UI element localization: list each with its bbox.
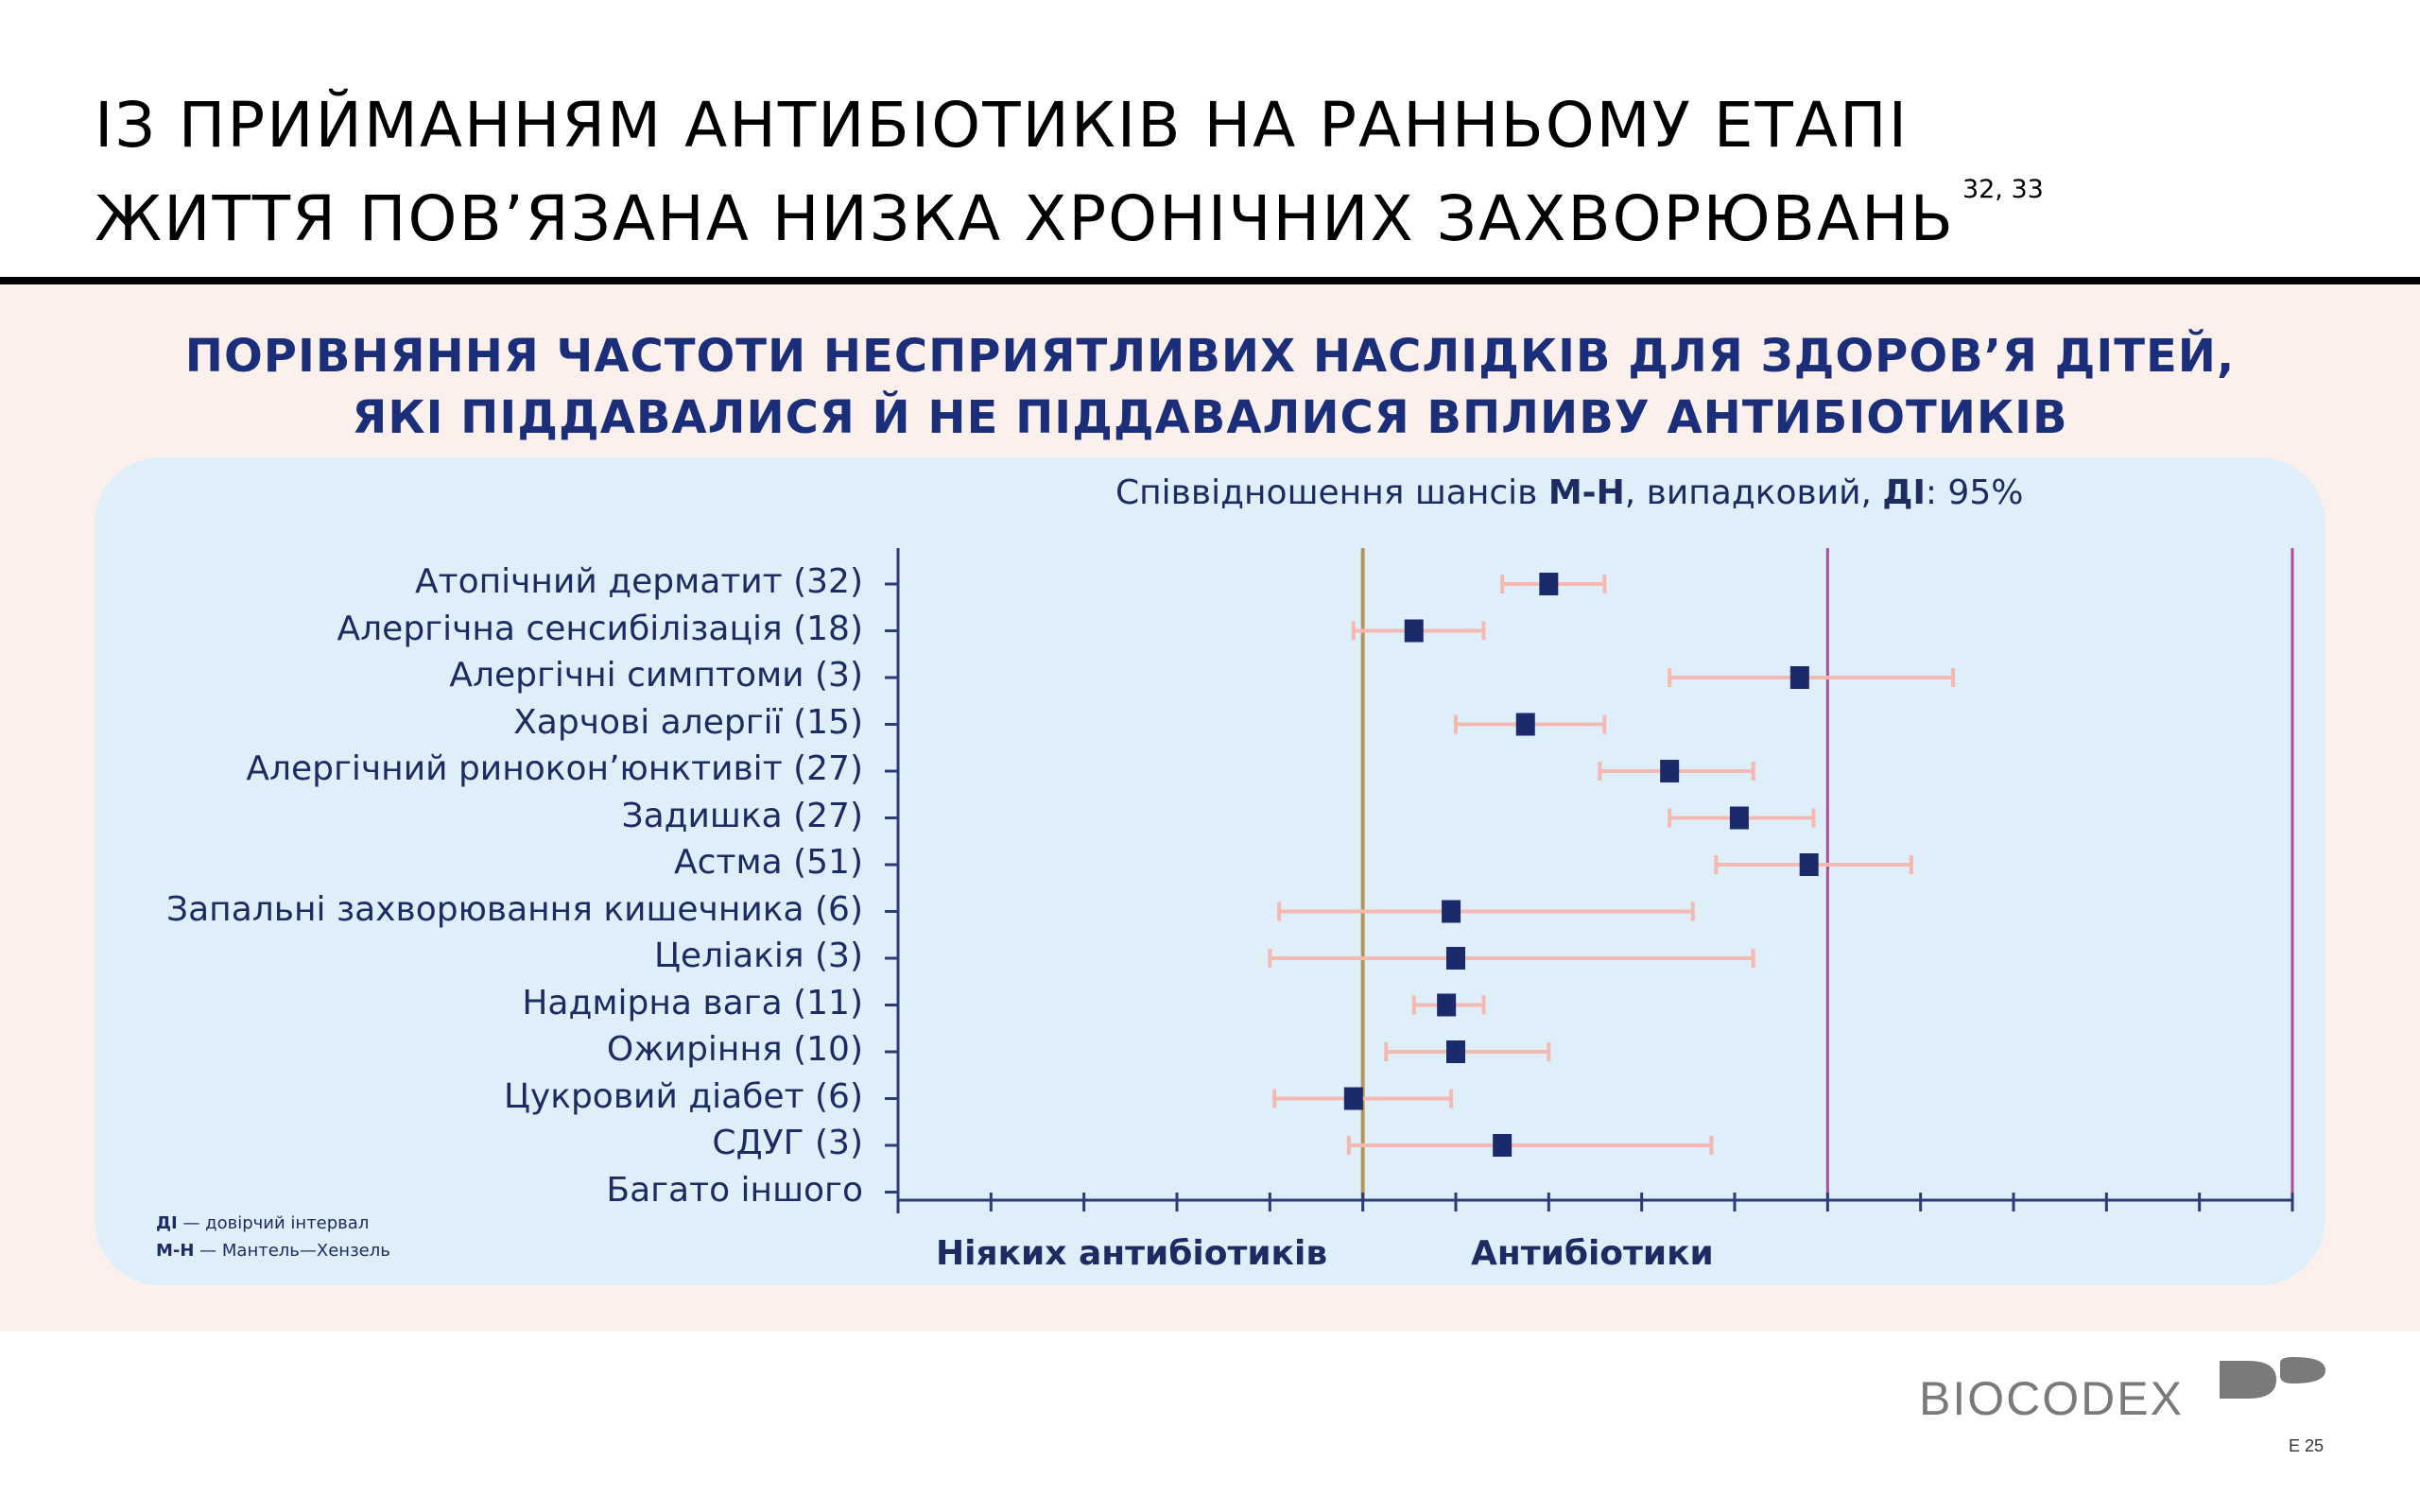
row-label-2: Алергічні симптоми (3) bbox=[449, 656, 863, 695]
or-marker-8 bbox=[1446, 947, 1465, 970]
legend-ci-abbr: ДІ bbox=[156, 1213, 178, 1233]
row-label-10: Ожиріння (10) bbox=[606, 1030, 863, 1069]
logo-mark-icon bbox=[2220, 1357, 2325, 1399]
or-marker-7 bbox=[1442, 900, 1461, 923]
legend-mh-text: — Мантель—Хензель bbox=[194, 1241, 390, 1261]
logo-text: BIOCODEX bbox=[1919, 1372, 2184, 1425]
row-label-11: Цукровий діабет (6) bbox=[503, 1076, 863, 1116]
biocodex-logo: BIOCODEX bbox=[1919, 1351, 2335, 1427]
subtitle-mid: , випадковий, bbox=[1624, 473, 1883, 512]
or-marker-5 bbox=[1729, 806, 1749, 830]
legend-ci: ДІ — довірчий інтервал bbox=[156, 1212, 369, 1235]
right-axis-label: Антибіотики bbox=[1471, 1234, 1714, 1273]
or-marker-3 bbox=[1515, 713, 1535, 736]
row-label-3: Харчові алергії (15) bbox=[513, 702, 863, 742]
row-label-5: Задишка (27) bbox=[621, 796, 863, 835]
or-marker-12 bbox=[1493, 1134, 1512, 1157]
chart-heading-line-2: ЯКІ ПІДДАВАЛИСЯ Й НЕ ПІДДАВАЛИСЯ ВПЛИВУ … bbox=[352, 391, 2068, 444]
subtitle-mh: М-Н bbox=[1547, 473, 1625, 512]
slide-title: ІЗ ПРИЙМАННЯМ АНТИБІОТИКІВ НА РАННЬОМУ Е… bbox=[95, 83, 2044, 262]
or-marker-6 bbox=[1799, 853, 1819, 876]
row-label-1: Алергічна сенсибілізація (18) bbox=[337, 609, 863, 648]
legend-ci-text: — довірчий інтервал bbox=[177, 1213, 370, 1233]
subtitle-ci: ДІ bbox=[1882, 473, 1926, 512]
subtitle-suffix: : 95% bbox=[1925, 473, 2024, 512]
chart-heading-line-1: ПОРІВНЯННЯ ЧАСТОТИ НЕСПРИЯТЛИВИХ НАСЛІДК… bbox=[184, 330, 2236, 383]
row-label-12: СДУГ (3) bbox=[712, 1124, 863, 1162]
chart-subtitle: Співвідношення шансів М-Н, випадковий, Д… bbox=[1115, 470, 2203, 517]
or-marker-4 bbox=[1660, 760, 1680, 782]
or-marker-1 bbox=[1404, 619, 1424, 643]
chart-heading: ПОРІВНЯННЯ ЧАСТОТИ НЕСПРИЯТЛИВИХ НАСЛІДК… bbox=[0, 326, 2420, 449]
or-marker-9 bbox=[1437, 993, 1457, 1017]
or-marker-2 bbox=[1789, 666, 1809, 689]
row-label-7: Запальні захворювання кишечника (6) bbox=[166, 889, 863, 929]
chart-panel bbox=[95, 457, 2325, 1285]
left-axis-label: Ніяких антибіотиків bbox=[936, 1234, 1328, 1273]
row-label-8: Целіакія (3) bbox=[653, 936, 863, 975]
legend-mh-abbr: М-Н bbox=[156, 1241, 195, 1261]
row-label-13: Багато іншого bbox=[606, 1170, 863, 1210]
title-references: 32, 33 bbox=[1962, 175, 2044, 204]
or-marker-0 bbox=[1539, 573, 1559, 595]
page-code: E 25 bbox=[2288, 1436, 2324, 1455]
or-marker-11 bbox=[1343, 1087, 1363, 1110]
title-line-2: ЖИТТЯ ПОВ’ЯЗАНА НИЗКА ХРОНІЧНИХ ЗАХВОРЮВ… bbox=[95, 182, 1955, 255]
row-label-4: Алергічний ринокон’юнктивіт (27) bbox=[246, 749, 863, 788]
row-label-6: Астма (51) bbox=[674, 843, 863, 882]
subtitle-prefix: Співвідношення шансів bbox=[1115, 473, 1548, 512]
legend-mh: М-Н — Мантель—Хензель bbox=[156, 1240, 390, 1263]
row-label-9: Надмірна вага (11) bbox=[522, 983, 863, 1022]
title-line-1: ІЗ ПРИЙМАННЯМ АНТИБІОТИКІВ НА РАННЬОМУ Е… bbox=[95, 89, 1910, 162]
title-divider bbox=[0, 277, 2420, 284]
row-label-0: Атопічний дерматит (32) bbox=[415, 562, 863, 601]
or-marker-10 bbox=[1446, 1040, 1465, 1063]
